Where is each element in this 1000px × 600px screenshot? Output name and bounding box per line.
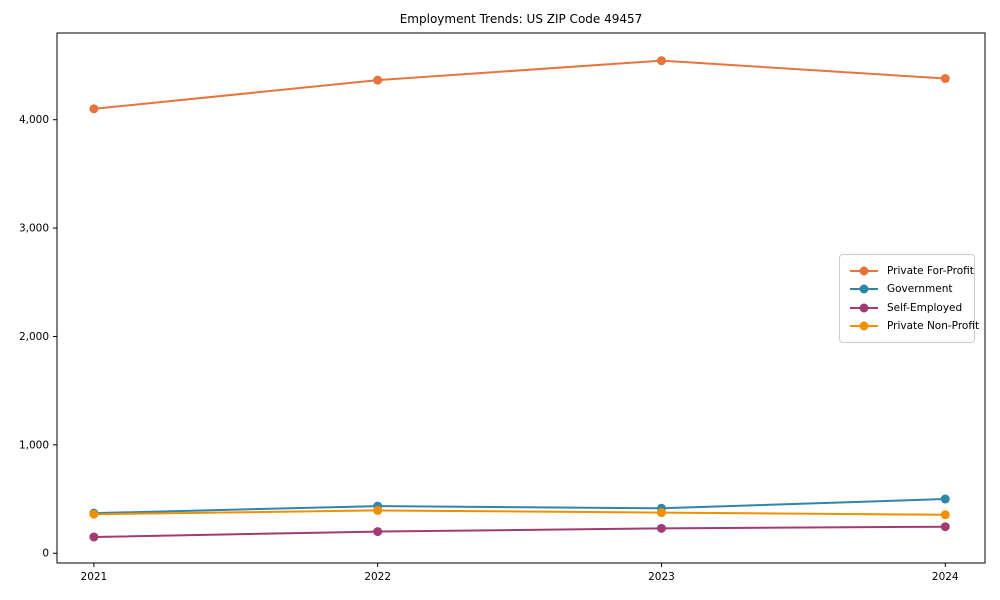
legend-label: Private Non-Profit bbox=[887, 319, 980, 332]
data-point-private-for-profit bbox=[940, 74, 950, 84]
legend-item: Government bbox=[849, 280, 964, 298]
legend-item: Self-Employed bbox=[849, 299, 964, 317]
data-point-self-employed bbox=[656, 523, 666, 533]
series-line-self-employed bbox=[93, 525, 946, 538]
series-line-government bbox=[93, 498, 946, 515]
data-point-private-non-profit bbox=[89, 509, 99, 519]
series-line-private-for-profit bbox=[93, 59, 946, 110]
y-tick-label: 0 bbox=[42, 548, 49, 560]
series-line-private-non-profit bbox=[93, 509, 946, 516]
data-point-private-for-profit bbox=[373, 75, 383, 85]
x-tick-label: 2024 bbox=[932, 571, 959, 583]
legend: Private For-Profit Government Self-Emplo… bbox=[839, 254, 979, 343]
data-point-private-for-profit bbox=[656, 56, 666, 66]
data-point-self-employed bbox=[89, 532, 99, 542]
x-tick-label: 2023 bbox=[648, 571, 675, 583]
legend-line-marker-icon bbox=[850, 266, 878, 276]
legend-line-marker-icon bbox=[850, 303, 878, 313]
data-point-self-employed bbox=[373, 527, 383, 537]
data-point-private-non-profit bbox=[373, 505, 383, 515]
legend-line-marker-icon bbox=[850, 321, 878, 331]
legend-label: Self-Employed bbox=[887, 301, 963, 314]
y-tick-label: 2,000 bbox=[19, 331, 49, 343]
y-tick-label: 4,000 bbox=[19, 114, 49, 126]
y-tick-label: 1,000 bbox=[19, 439, 49, 451]
data-point-government bbox=[940, 494, 950, 504]
data-point-self-employed bbox=[940, 522, 950, 532]
legend-item: Private Non-Profit bbox=[849, 317, 979, 335]
legend-label: Government bbox=[887, 283, 953, 296]
y-tick-label: 3,000 bbox=[19, 223, 49, 235]
axes-box bbox=[56, 32, 986, 564]
plot-generated: 2021 2022 2023 2024 0 1,000 2,000 3,000 4,000 bbox=[19, 32, 986, 583]
data-point-private-non-profit bbox=[656, 508, 666, 518]
legend-label: Private For-Profit bbox=[887, 265, 974, 278]
data-point-private-for-profit bbox=[89, 104, 99, 114]
data-point-private-non-profit bbox=[940, 510, 950, 520]
x-tick-label: 2022 bbox=[364, 571, 391, 583]
chart-title: Employment Trends: US ZIP Code 49457 bbox=[400, 12, 643, 26]
legend-item: Private For-Profit bbox=[849, 262, 974, 280]
x-tick-label: 2021 bbox=[81, 571, 108, 583]
legend-line-marker-icon bbox=[850, 284, 878, 294]
